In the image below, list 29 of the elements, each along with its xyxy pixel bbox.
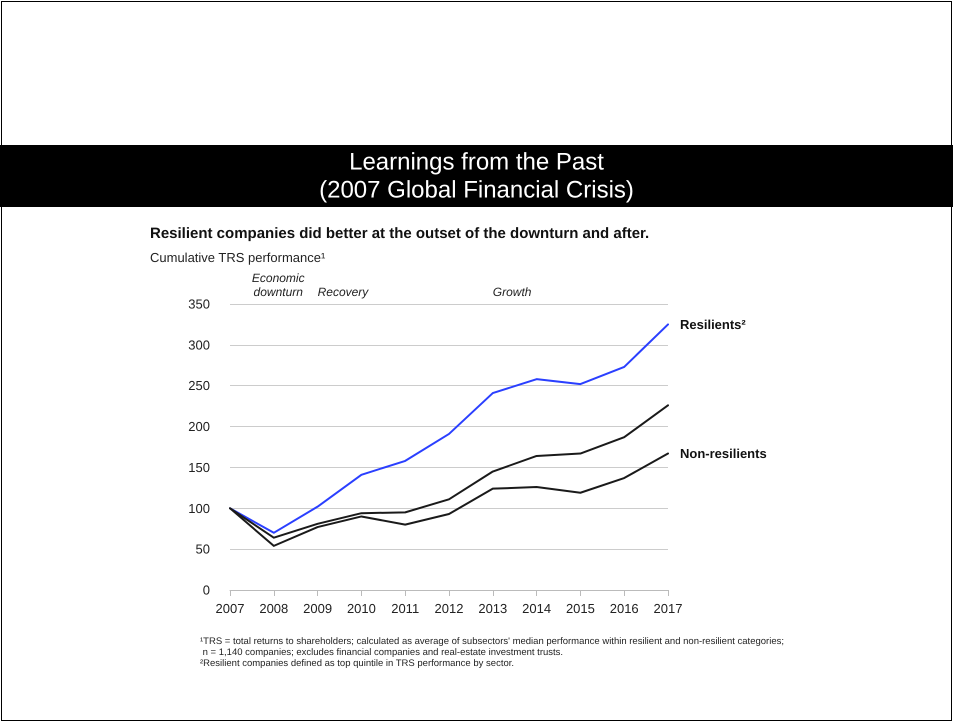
y-tick-label: 0	[202, 582, 210, 598]
x-tick-label: 2011	[391, 601, 420, 616]
y-tick-label: 250	[188, 378, 210, 394]
text: Recovery	[318, 285, 370, 299]
x-tick-label: 2013	[478, 601, 508, 616]
y-tick-label: 350	[188, 296, 210, 312]
text: ¹TRS = total returns to shareholders; calculated as average of subsectors' median performance within resilient and non-resilient categories; n = 1,140 companies; excludes financial companies and real-estate investment trusts. ²Resilient companies defined as top quintile in TRS performance by sector.	[200, 636, 784, 669]
series-label: Resilients²	[680, 316, 746, 332]
y-tick-label: 300	[188, 337, 210, 352]
chart-title: Learnings from the Past (2007 Global Financial Crisis)	[319, 148, 634, 204]
chart-subtitle: Resilient companies did better at the outset of the downturn and after.	[150, 225, 650, 242]
x-tick-label: 2017	[654, 601, 682, 616]
x-tick-label: 2009	[303, 601, 332, 616]
text: Economic downturn	[252, 271, 305, 299]
x-tick-label: 2015	[566, 601, 595, 616]
x-tick-label: 2014	[522, 601, 552, 616]
x-tick-label: 2016	[610, 601, 639, 616]
x-tick-label: 2008	[259, 601, 288, 616]
x-tick-label: 2012	[434, 601, 464, 616]
y-tick-label: 100	[188, 500, 210, 516]
y-axis-title: Cumulative TRS performance¹	[150, 250, 326, 265]
text: Growth	[492, 285, 532, 299]
y-tick-label: 150	[188, 460, 210, 475]
x-tick-label: 2007	[216, 601, 244, 616]
y-tick-label: 200	[188, 419, 210, 434]
y-tick-label: 50	[196, 542, 210, 557]
line-series	[229, 323, 669, 534]
series-label: Non-resilients	[680, 446, 767, 462]
x-tick-label: 2010	[346, 601, 376, 616]
